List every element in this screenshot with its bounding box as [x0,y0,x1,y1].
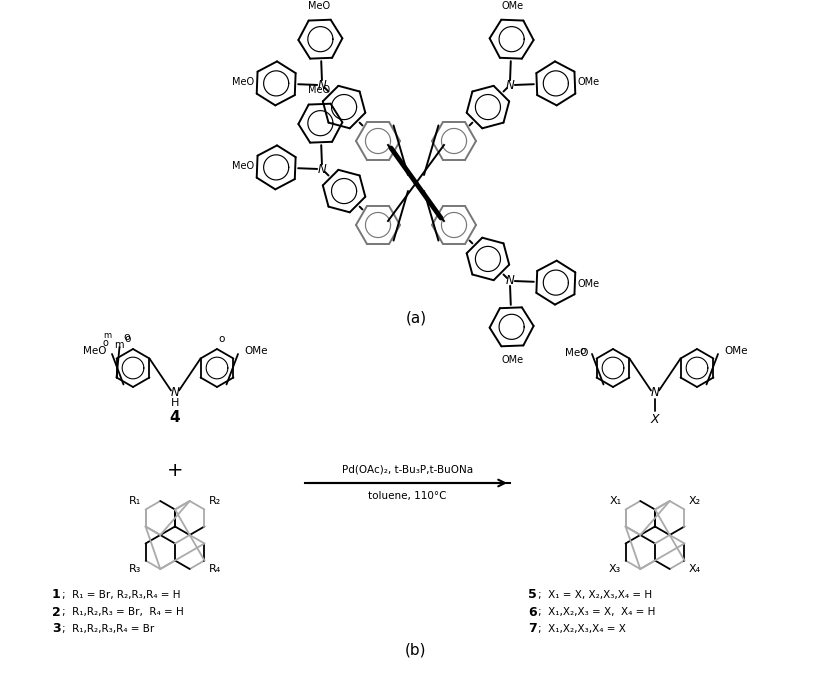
Text: ;  X₁,X₂,X₃,X₄ = X: ; X₁,X₂,X₃,X₄ = X [538,624,626,634]
Text: o: o [219,334,225,344]
Text: X₄: X₄ [689,564,701,575]
Text: MeO: MeO [564,348,588,358]
Text: ;  R₁,R₂,R₃,R₄ = Br: ; R₁,R₂,R₃,R₄ = Br [62,624,154,634]
Text: X₁: X₁ [609,495,622,505]
Text: 5: 5 [528,588,537,601]
Text: 6: 6 [528,605,537,618]
Text: o: o [102,338,108,348]
Text: 1: 1 [52,588,61,601]
Text: N: N [318,163,326,176]
Text: X₂: X₂ [689,495,701,505]
Text: OMe: OMe [724,346,747,356]
Text: OMe: OMe [502,355,524,365]
Text: R₄: R₄ [209,564,220,575]
Text: R₃: R₃ [129,564,141,575]
Text: o: o [124,332,131,342]
Text: OMe: OMe [502,1,524,11]
Text: OMe: OMe [577,77,600,87]
Text: R₁: R₁ [129,495,141,505]
Text: ;  R₁ = Br, R₂,R₃,R₄ = H: ; R₁ = Br, R₂,R₃,R₄ = H [62,590,181,600]
Text: X₃: X₃ [609,564,622,575]
Text: (b): (b) [404,642,426,657]
Text: X: X [651,413,659,426]
Text: ;  R₁,R₂,R₃ = Br,  R₄ = H: ; R₁,R₂,R₃ = Br, R₄ = H [62,607,184,617]
Text: MeO: MeO [308,1,330,11]
Text: N: N [171,386,180,399]
Text: N: N [506,274,514,287]
Text: 2: 2 [52,605,61,618]
Text: toluene, 110°C: toluene, 110°C [369,491,447,501]
Text: MeO: MeO [232,161,255,171]
Text: o: o [580,346,586,356]
Text: 4: 4 [170,410,181,425]
Text: ;  X₁ = X, X₂,X₃,X₄ = H: ; X₁ = X, X₂,X₃,X₄ = H [538,590,652,600]
Text: N: N [318,79,326,92]
Text: N: N [506,79,514,92]
Text: 7: 7 [528,622,537,635]
Text: +: + [166,460,183,479]
Text: (a): (a) [405,311,427,326]
Text: o: o [125,334,131,344]
Text: OMe: OMe [577,279,600,289]
Text: 3: 3 [52,622,61,635]
Text: MeO: MeO [308,86,330,95]
Text: R₂: R₂ [209,495,220,505]
Text: ;  X₁,X₂,X₃ = X,  X₄ = H: ; X₁,X₂,X₃ = X, X₄ = H [538,607,656,617]
Text: OMe: OMe [244,346,268,356]
Text: MeO: MeO [82,346,106,356]
Text: Pd(OAc)₂, t-Bu₃P,t-BuONa: Pd(OAc)₂, t-Bu₃P,t-BuONa [342,465,473,475]
Text: m: m [114,340,124,350]
Text: N: N [651,386,660,399]
Text: H: H [171,399,179,408]
Text: m: m [103,332,111,341]
Text: MeO: MeO [232,77,255,87]
